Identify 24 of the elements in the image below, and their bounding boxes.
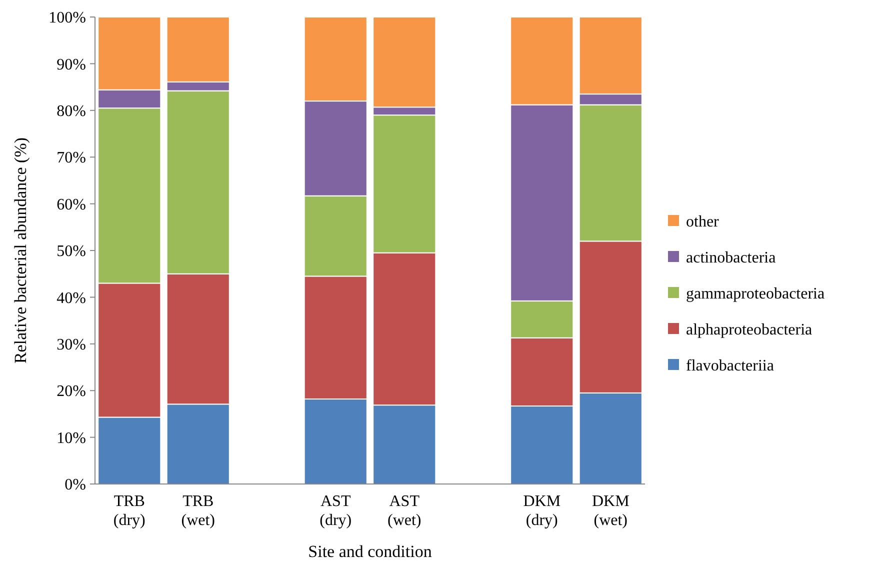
x-axis-title: Site and condition [308, 542, 432, 561]
y-tick-label: 20% [56, 383, 86, 400]
y-tick-label: 0% [64, 476, 86, 494]
x-tick-label: TRB (dry) [113, 493, 146, 529]
y-tick-label: 70% [56, 150, 86, 167]
x-tick-label: TRB (wet) [181, 493, 216, 529]
y-axis-title: Relative bacterial abundance (%) [11, 137, 30, 364]
x-tick-label: AST (dry) [320, 493, 352, 529]
y-tick-label: 60% [56, 196, 86, 214]
legend-label: gammaproteobacteria [686, 286, 825, 303]
y-tick-label: 10% [56, 430, 86, 447]
legend-label: other [686, 214, 720, 231]
y-tick-label: 80% [56, 103, 86, 120]
y-tick-label: 50% [56, 243, 86, 260]
legend-label: actinobacteria [686, 250, 776, 267]
y-tick-label: 30% [56, 336, 86, 354]
y-tick-label: 90% [56, 56, 86, 74]
y-tick-label: 100% [48, 10, 86, 27]
x-tick-label: DKM (dry) [523, 493, 561, 529]
x-tick-label: DKM (wet) [592, 493, 630, 529]
y-tick-label: 40% [56, 290, 86, 307]
legend-label: flavobacteriia [686, 358, 774, 375]
legend-label: alphaproteobacteria [686, 322, 812, 339]
x-tick-label: AST (wet) [387, 493, 422, 529]
